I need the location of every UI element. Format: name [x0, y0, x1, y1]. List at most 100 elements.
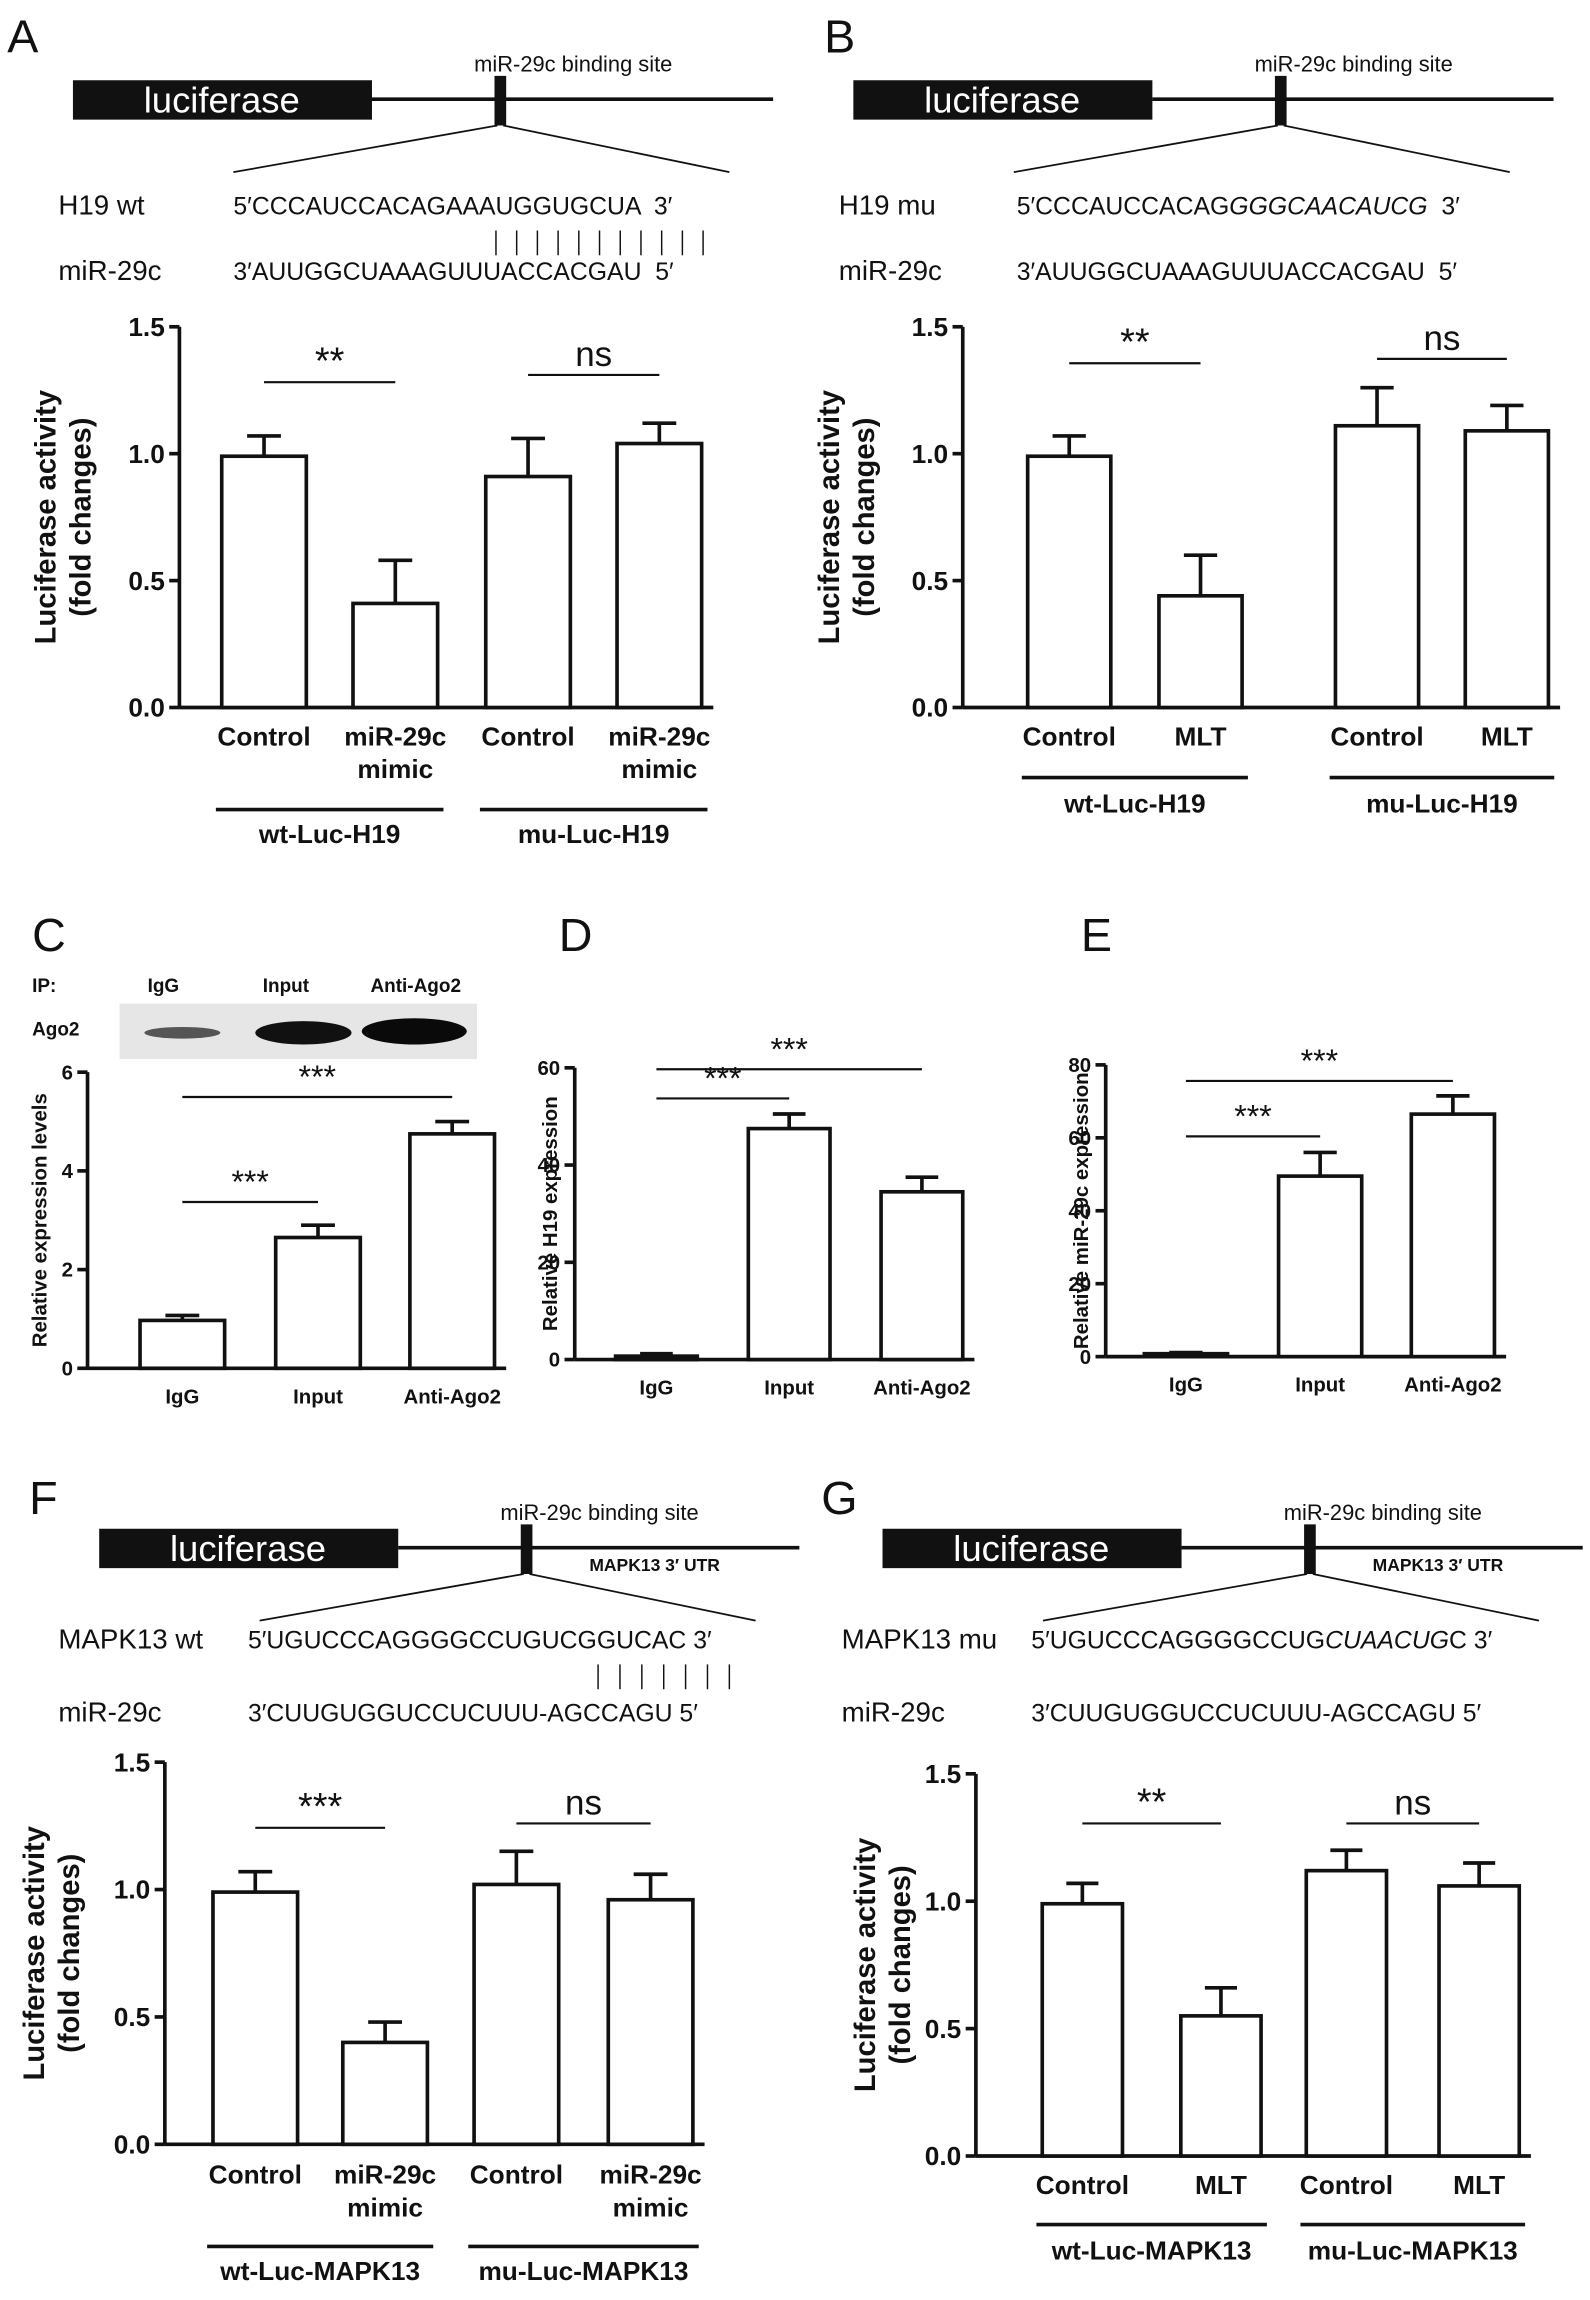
bar: [1463, 429, 1551, 710]
x-tick-label: MLT: [1453, 2170, 1505, 2200]
y-tick-label: 0.0: [912, 693, 949, 723]
x-tick-label: Control: [217, 721, 310, 751]
construct-diagram: luciferase miR-29c binding site H19 mu 5′CC…: [839, 51, 1554, 286]
group-label: mu-Luc-H19: [518, 819, 670, 849]
y-tick-label: 0: [62, 1358, 73, 1380]
x-tick-label-line: Input: [293, 1386, 343, 1408]
bar: [1157, 593, 1244, 710]
sequence-name: miR-29c: [839, 255, 942, 286]
x-tick-label-line: miR-29c: [344, 721, 446, 751]
significance-label: ***: [231, 1164, 268, 1200]
x-tick-label-line: Control: [1330, 721, 1423, 751]
bar: [615, 441, 704, 710]
sequence: 3′CUUGUGGUCCUCUUU-AGCCAGU 5′: [248, 1700, 698, 1727]
luciferase-box: [882, 1528, 1182, 1569]
x-tick-label-line: Input: [1295, 1375, 1345, 1397]
x-tick-label: IgG: [1169, 1375, 1203, 1397]
panel-label: D: [559, 909, 593, 961]
significance-label: ***: [1234, 1099, 1271, 1135]
sequence: 5′UGUCCCAGGGGCCUGCUAACUGC 3′: [1031, 1627, 1492, 1654]
x-tick-label-line: mimic: [621, 754, 697, 784]
x-tick-label-line: Control: [209, 2160, 302, 2190]
significance-label: ns: [1423, 319, 1460, 358]
sequence-part: 5′CCCAUCCACAG: [1017, 193, 1230, 220]
y-axis-label: Luciferase activity (fold changes): [19, 1825, 86, 2080]
sequence-name: H19 mu: [839, 189, 936, 220]
luciferase-box: [72, 80, 372, 120]
x-tick-label-line: Control: [481, 721, 574, 751]
x-tick-label-line: MLT: [1453, 2170, 1505, 2200]
bar: [1437, 1884, 1522, 2158]
y-tick-label: 40: [537, 1155, 560, 1177]
significance-label: ***: [1301, 1043, 1338, 1079]
bar: [219, 454, 309, 710]
blot-band: [361, 1018, 467, 1045]
y-tick-label: 0: [549, 1350, 560, 1372]
utr-label: MAPK13 3′ UTR: [1373, 1555, 1504, 1575]
y-tick-label: 60: [1068, 1128, 1091, 1150]
sequence-part: 3′: [1428, 193, 1461, 220]
x-tick-label: miR-29c mimic: [600, 2160, 702, 2223]
construct-diagram: luciferase miR-29c binding site MAPK13 3′ …: [842, 1500, 1583, 1727]
x-tick-label: Control: [1036, 2170, 1129, 2200]
x-tick-label-line: Control: [217, 721, 310, 751]
y-axis-label-line: Luciferase activity: [814, 389, 846, 644]
sequence: 5′CCCAUCCACAGAAAUGGUGCUA 3′: [233, 193, 672, 220]
luciferase-label: luciferase: [170, 1528, 326, 1569]
significance-label: **: [1120, 321, 1150, 363]
y-tick-label: 1.5: [912, 312, 949, 342]
binding-site: [494, 75, 507, 126]
y-axis-label-line: Luciferase activity: [850, 1837, 882, 2092]
group-label: mu-Luc-H19: [1366, 789, 1518, 819]
binding-site: [1304, 1524, 1316, 1574]
y-axis-label-line: (fold changes): [885, 1865, 917, 2064]
y-tick-label: 1.0: [912, 439, 949, 469]
x-tick-label-line: Control: [1300, 2170, 1393, 2200]
zoom-line: [1283, 124, 1510, 174]
bar: [408, 1132, 497, 1371]
significance-label: **: [315, 340, 345, 382]
sequence-part: GGGCAACAUCG: [1229, 193, 1427, 220]
y-tick-label: 20: [1068, 1274, 1091, 1296]
utr-label: MAPK13 3′ UTR: [589, 1555, 720, 1575]
sequence-name: miR-29c: [842, 1696, 945, 1727]
y-axis-label: Relative miR-29c expression: [1071, 1072, 1093, 1349]
y-tick-label: 80: [1068, 1055, 1091, 1077]
x-tick-label-line: Control: [470, 2160, 563, 2190]
significance-label: **: [1137, 1782, 1167, 1824]
y-tick-label: 1.5: [128, 312, 165, 342]
sequence-part: 3′CUUGUGGUCCUCUUU-AGCCAGU 5′: [1031, 1700, 1481, 1727]
x-tick-label: miR-29c mimic: [334, 2160, 436, 2223]
x-tick-label-line: miR-29c: [608, 721, 710, 751]
construct-diagram: luciferase miR-29c binding site H19 wt 5′CC…: [58, 51, 774, 286]
panel-label: F: [29, 1472, 57, 1524]
y-axis-label-line: (fold changes): [65, 418, 97, 617]
y-tick-label: 60: [537, 1058, 560, 1080]
bar: [1276, 1174, 1364, 1359]
x-tick-label: MLT: [1481, 721, 1533, 751]
sequence-name: MAPK13 mu: [842, 1623, 998, 1654]
x-tick-label: Anti-Ago2: [403, 1386, 500, 1408]
x-tick-label-line: miR-29c: [334, 2160, 436, 2190]
binding-site: [1274, 75, 1287, 126]
x-tick-label: Control: [1330, 721, 1423, 751]
x-tick-label-line: MLT: [1195, 2170, 1247, 2200]
sequence-name: miR-29c: [58, 255, 161, 286]
bar: [1333, 423, 1421, 710]
bar: [1409, 1112, 1497, 1359]
significance-label: ***: [298, 1786, 343, 1828]
y-axis-label-line: Relative H19 expression: [540, 1096, 562, 1331]
blot-band: [144, 1026, 221, 1039]
y-tick-label: 0.5: [925, 2014, 962, 2044]
binding-site: [520, 1524, 533, 1574]
group-label: mu-Luc-MAPK13: [478, 2256, 688, 2286]
sequence-part: 5′CCCAUCCACAGAAAUGGUGCUA 3′: [233, 193, 672, 220]
y-axis-label: Relative H19 expression: [540, 1096, 562, 1331]
group-label: wt-Luc-H19: [1063, 789, 1205, 819]
significance-label: ns: [575, 335, 612, 374]
x-tick-label-line: mimic: [357, 754, 433, 784]
western-blot: IP: IgG Input Anti-Ago2 Ago2: [32, 976, 477, 1060]
x-tick-label: Control: [481, 721, 574, 751]
sequence-part: 5′UGUCCCAGGGGCCUGUCGGUCAC 3′: [248, 1627, 712, 1654]
protein-label: Ago2: [32, 1020, 79, 1041]
